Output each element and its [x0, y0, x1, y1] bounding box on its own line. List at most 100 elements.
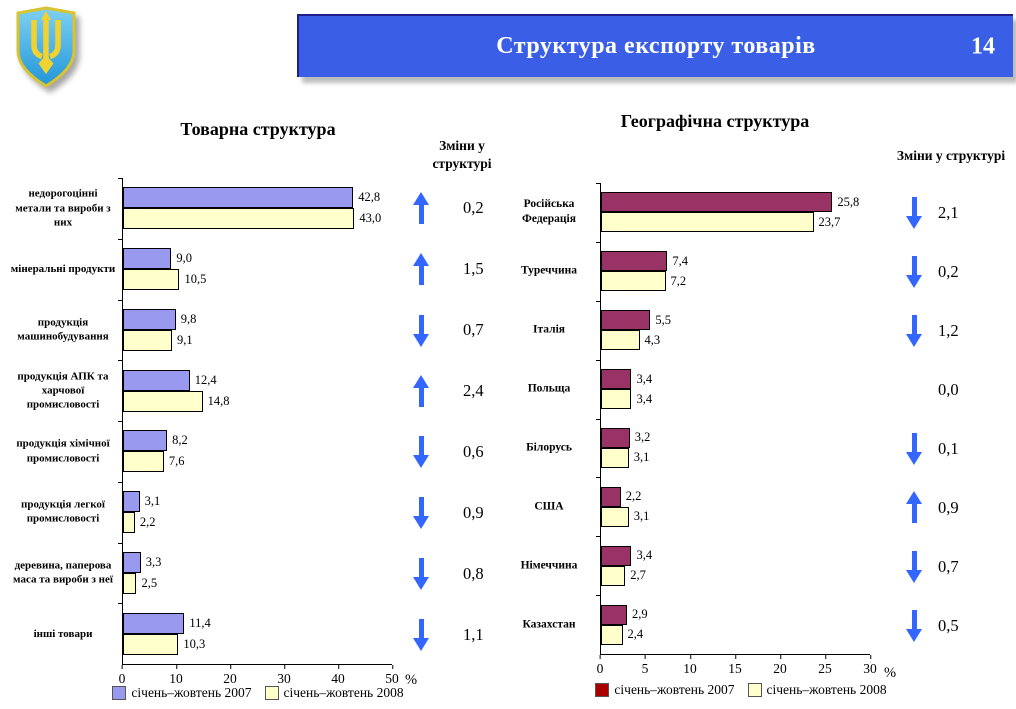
title-bar: Структура експорту товарів 14	[297, 14, 1013, 77]
bar-group: 12,4 14,8	[123, 369, 392, 412]
bar-series-2	[601, 212, 814, 233]
change-value: 1,1	[463, 624, 484, 644]
legend-swatch	[747, 683, 762, 697]
change-row: 0,6	[410, 422, 510, 483]
change-row: 0,2	[903, 242, 1011, 301]
down-arrow-icon	[906, 255, 922, 288]
changes-column: 2,1 0,2 1,2 0,0 0,1 0,9 0,7 0,5	[903, 183, 1011, 655]
bar-line: 9,0	[123, 248, 392, 270]
category-label: продукція машинобудування	[17, 316, 109, 343]
category-row: продукція легкої промисловості 3,1 2,2	[21, 481, 392, 543]
change-row: 0,7	[903, 537, 1011, 596]
bar-value-label: 23,7	[818, 214, 841, 229]
geographic-structure-chart: Географічна структура Зміни у структурі …	[520, 105, 1016, 709]
bar-line: 2,2	[601, 486, 870, 507]
bar-series-2	[601, 447, 629, 468]
bar-series-1	[123, 430, 168, 452]
bar-group: 11,4 10,3	[123, 612, 392, 655]
bar-value-label: 2,9	[632, 607, 648, 622]
changes-header: Зміни у структурі	[432, 138, 492, 171]
bar-line: 3,4	[601, 369, 870, 390]
bar-line: 3,1	[601, 506, 870, 527]
category-label: Польща	[527, 382, 571, 395]
change-row: 0,9	[410, 482, 510, 543]
x-axis: 0 5 10 15 20 25 30	[597, 655, 877, 681]
bar-value-label: 3,1	[144, 494, 161, 509]
change-value: 0,5	[938, 615, 959, 635]
bar-series-2	[123, 329, 172, 351]
bar-line: 10,5	[123, 269, 392, 291]
bar-value-label: 43,0	[359, 211, 382, 226]
bar-series-2	[601, 565, 626, 586]
bar-series-2	[601, 624, 623, 645]
bar-value-label: 3,3	[145, 554, 162, 569]
bar-group: 3,4 2,7	[601, 545, 870, 586]
legend-label: січень–жовтень 2008	[283, 685, 404, 700]
category-label: інші товари	[33, 627, 93, 640]
x-tick-label: 0	[118, 665, 126, 686]
up-arrow-icon	[906, 491, 922, 524]
bar-line: 3,3	[123, 551, 392, 573]
bar-group: 2,2 3,1	[601, 486, 870, 527]
x-tick-label: 40	[331, 665, 345, 686]
bar-line: 43,0	[123, 208, 392, 230]
plot: недорогоцінні метали та вироби з них 42,8…	[11, 178, 392, 665]
down-arrow-icon	[413, 435, 429, 469]
x-axis: 0 10 20 30 40 50	[118, 665, 399, 691]
bar-group: 3,1 2,2	[123, 491, 392, 534]
bar-series-2	[601, 506, 629, 527]
change-row: 1,2	[903, 301, 1011, 360]
bar-value-label: 4,3	[644, 332, 661, 347]
category-label: мінеральні продукти	[10, 262, 116, 275]
x-tick-label: 30	[277, 665, 291, 686]
legend-item: січень–жовтень 2007	[595, 682, 735, 698]
bar-value-label: 3,4	[636, 548, 653, 563]
bar-series-1	[123, 491, 140, 513]
change-value: 0,7	[463, 320, 484, 340]
bar-value-label: 5,5	[655, 312, 671, 327]
change-row: 0,9	[903, 478, 1011, 537]
x-axis-unit: %	[884, 665, 897, 681]
down-arrow-icon	[413, 557, 429, 591]
bar-line: 12,4	[123, 369, 392, 391]
category-row: інші товари 11,4 10,3	[34, 603, 392, 664]
up-arrow-icon	[413, 374, 429, 408]
bar-value-label: 10,3	[183, 636, 206, 651]
bar-series-1	[601, 192, 833, 213]
legend-swatch	[264, 686, 279, 700]
bar-value-label: 8,2	[172, 433, 188, 448]
bar-value-label: 12,4	[194, 372, 217, 387]
x-tick-label: 5	[641, 655, 649, 676]
change-row: 1,5	[410, 239, 510, 300]
bar-series-1	[601, 486, 621, 507]
bar-series-2	[123, 572, 137, 594]
bar-line: 2,9	[601, 604, 870, 625]
bar-value-label: 7,4	[672, 253, 688, 268]
chart-title: Географічна структура	[620, 111, 810, 131]
legend: січень–жовтень 2007 січень–жовтень 2008	[108, 685, 408, 701]
category-label: Російська Федерація	[522, 198, 576, 226]
bar-line: 3,4	[601, 545, 870, 566]
category-row: деревина, паперова маса та вироби з неї 3…	[13, 542, 392, 604]
legend-swatch	[595, 683, 610, 697]
bar-series-1	[601, 310, 651, 331]
bar-line: 2,7	[601, 565, 870, 586]
category-label: Казахстан	[522, 618, 576, 631]
bar-value-label: 3,4	[636, 391, 653, 406]
bar-value-label: 3,1	[633, 509, 650, 524]
bar-value-label: 25,8	[837, 194, 860, 209]
bar-line: 11,4	[123, 612, 392, 634]
bar-value-label: 2,5	[141, 575, 158, 590]
bar-series-2	[123, 512, 135, 534]
bar-series-1	[123, 248, 172, 270]
down-arrow-icon	[906, 196, 922, 229]
category-row: Казахстан 2,9 2,4	[523, 595, 870, 654]
bar-line: 42,8	[123, 187, 392, 209]
change-value: 0,7	[938, 556, 959, 576]
bar-group: 42,8 43,0	[123, 187, 392, 230]
changes-header: Зміни у структурі	[896, 148, 1006, 163]
down-arrow-icon	[413, 618, 429, 652]
category-label: недорогоцінні метали та вироби з них	[15, 187, 111, 229]
bar-series-2	[601, 330, 640, 351]
bar-line: 25,8	[601, 192, 870, 213]
